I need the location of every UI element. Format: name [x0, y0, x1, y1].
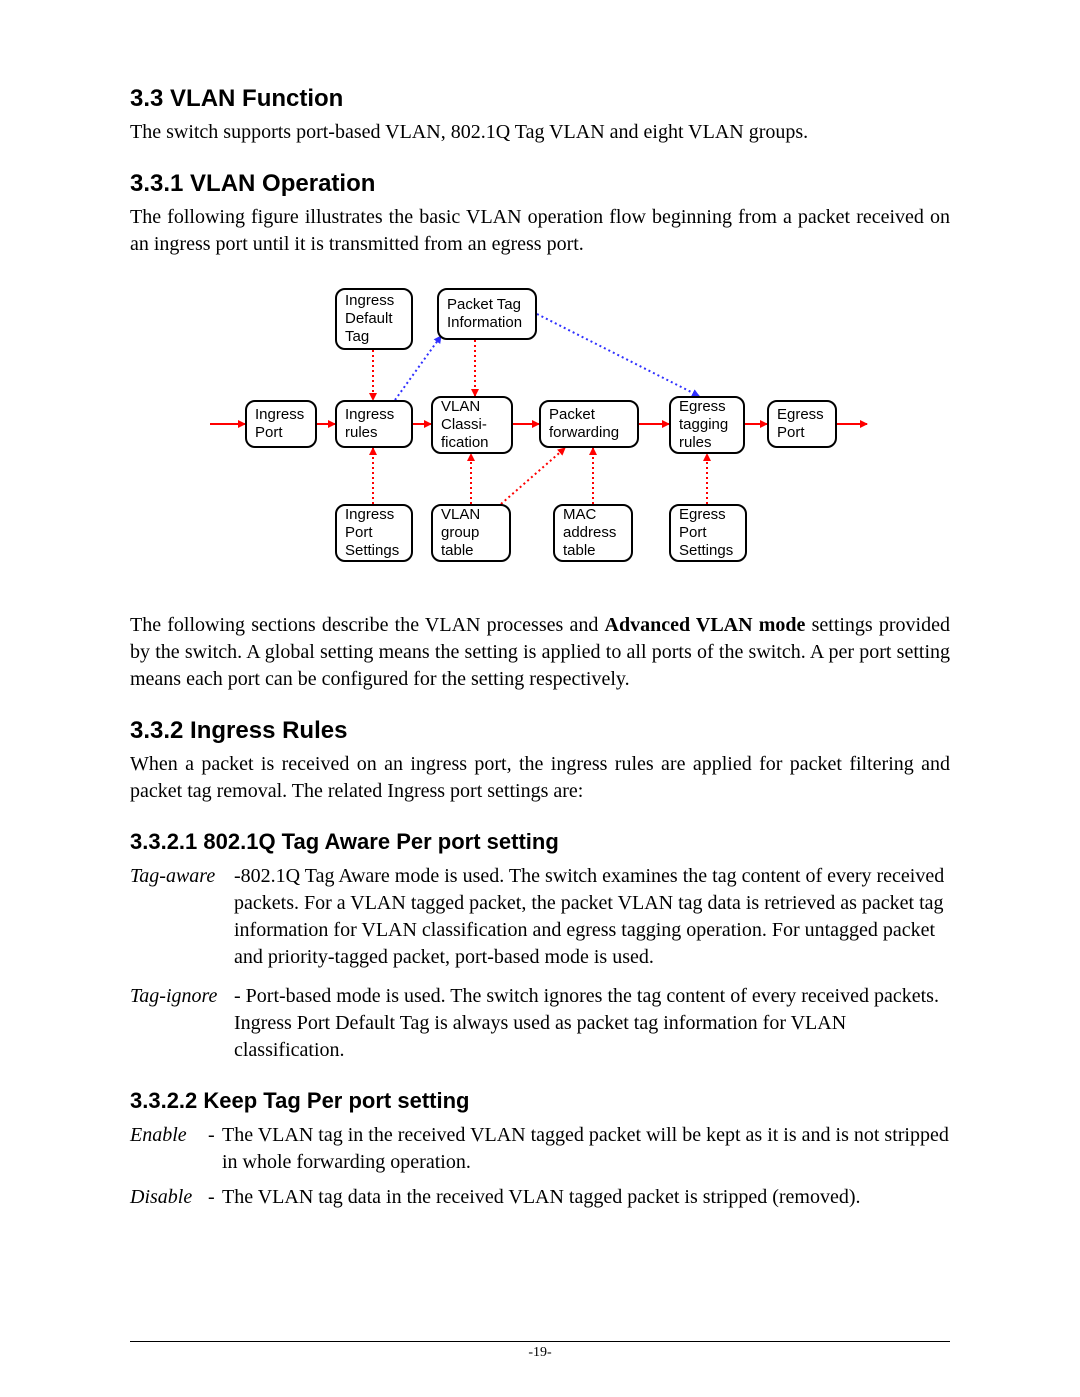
diagram-node-mac-addr-table: MACaddresstable: [553, 504, 633, 562]
def-term: Enable: [130, 1122, 208, 1176]
para-3-3: The switch supports port-based VLAN, 802…: [130, 119, 950, 146]
def-tag-aware: Tag-aware -802.1Q Tag Aware mode is used…: [130, 863, 950, 971]
heading-3-3-2-2: 3.3.2.2 Keep Tag Per port setting: [130, 1088, 950, 1114]
def-body: The VLAN tag in the received VLAN tagged…: [222, 1122, 950, 1176]
page-number: -19-: [0, 1345, 1080, 1361]
diagram-node-egress-tagging: Egresstaggingrules: [669, 396, 745, 454]
def-body: The VLAN tag data in the received VLAN t…: [222, 1184, 950, 1211]
def-sep: -: [208, 1122, 222, 1176]
para-3-3-1: The following figure illustrates the bas…: [130, 204, 950, 258]
diagram-node-ingress-rules: Ingressrules: [335, 400, 413, 448]
diagram-node-egress-port: EgressPort: [767, 400, 837, 448]
def-term: Tag-aware: [130, 863, 230, 971]
diagram-node-ingress-port: IngressPort: [245, 400, 317, 448]
footer-rule: [130, 1341, 950, 1342]
diagram-node-ingress-port-set: IngressPortSettings: [335, 504, 413, 562]
vlan-operation-diagram: IngressDefaultTag Packet TagInformation In…: [215, 288, 865, 588]
text-span: The following sections describe the VLAN…: [130, 614, 605, 636]
diagram-node-ingress-default-tag: IngressDefaultTag: [335, 288, 413, 350]
def-body: - Port-based mode is used. The switch ig…: [234, 983, 950, 1064]
heading-3-3-2-1: 3.3.2.1 802.1Q Tag Aware Per port settin…: [130, 829, 950, 855]
def-tag-ignore: Tag-ignore - Port-based mode is used. Th…: [130, 983, 950, 1064]
def-term: Tag-ignore: [130, 983, 230, 1064]
heading-3-3-2: 3.3.2 Ingress Rules: [130, 717, 950, 745]
def-body: -802.1Q Tag Aware mode is used. The swit…: [234, 863, 950, 971]
diagram-node-egress-port-set: EgressPortSettings: [669, 504, 747, 562]
def-disable: Disable - The VLAN tag data in the recei…: [130, 1184, 950, 1211]
def-sep: -: [208, 1184, 222, 1211]
diagram-node-vlan-group-table: VLANgrouptable: [431, 504, 511, 562]
diagram-node-packet-fwd: Packetforwarding: [539, 400, 639, 448]
para-diagram-after: The following sections describe the VLAN…: [130, 612, 950, 693]
def-term: Disable: [130, 1184, 208, 1211]
diagram-node-packet-tag-info: Packet TagInformation: [437, 288, 537, 340]
bold-advanced-vlan: Advanced VLAN mode: [605, 614, 806, 636]
heading-3-3: 3.3 VLAN Function: [130, 85, 950, 113]
diagram-node-vlan-class: VLANClassi-fication: [431, 396, 513, 454]
para-3-3-2: When a packet is received on an ingress …: [130, 751, 950, 805]
def-enable: Enable - The VLAN tag in the received VL…: [130, 1122, 950, 1176]
heading-3-3-1: 3.3.1 VLAN Operation: [130, 170, 950, 198]
